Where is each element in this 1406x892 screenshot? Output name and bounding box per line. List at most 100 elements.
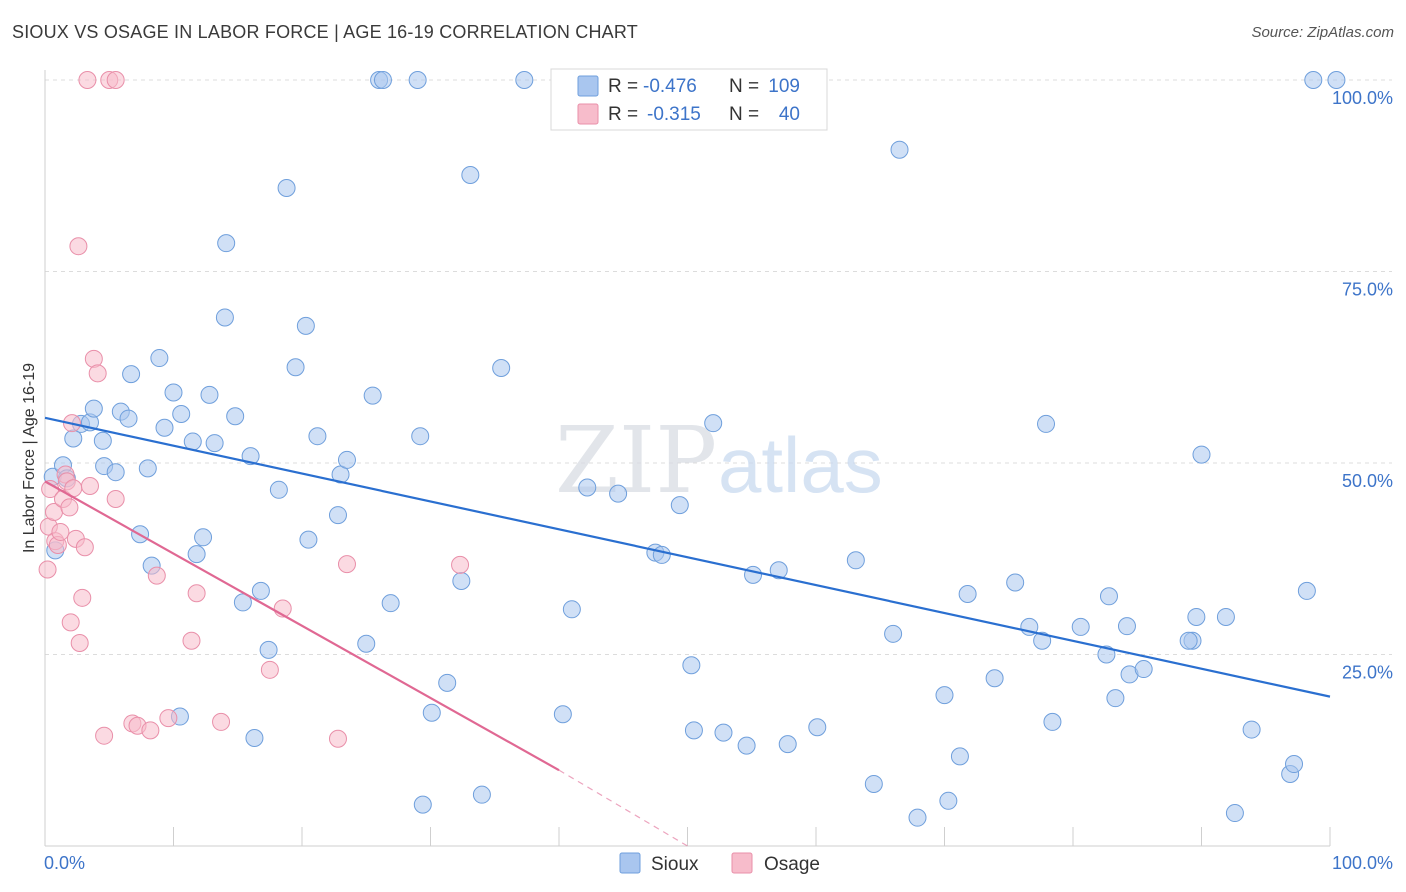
legend-n-value-sioux: 109 bbox=[768, 76, 800, 97]
legend-r-label-osage: R = bbox=[608, 104, 638, 125]
osage-point-38 bbox=[337, 555, 356, 574]
x-tick-label-end: 100.0% bbox=[1332, 853, 1393, 873]
sioux-point-101 bbox=[1216, 607, 1235, 626]
legend-swatch-osage bbox=[577, 103, 599, 125]
sioux-point-29 bbox=[226, 407, 245, 426]
sioux-point-96 bbox=[1134, 660, 1153, 679]
sioux-point-69 bbox=[714, 723, 733, 742]
sioux-point-93 bbox=[1106, 689, 1125, 708]
sioux-point-26 bbox=[205, 434, 224, 453]
sioux-point-64 bbox=[652, 545, 671, 564]
sioux-point-47 bbox=[373, 71, 392, 89]
sioux-point-57 bbox=[492, 359, 511, 378]
sioux-point-65 bbox=[670, 496, 689, 515]
sioux-point-90 bbox=[1071, 617, 1090, 636]
sioux-point-79 bbox=[908, 808, 927, 827]
sioux-point-89 bbox=[1043, 712, 1062, 731]
sioux-points bbox=[43, 71, 1346, 827]
osage-point-6 bbox=[51, 522, 70, 541]
sioux-point-18 bbox=[155, 418, 174, 437]
osage-point-30 bbox=[147, 566, 166, 585]
sioux-point-58 bbox=[515, 71, 534, 89]
sioux-point-34 bbox=[259, 640, 278, 659]
sioux-point-99 bbox=[1187, 607, 1206, 626]
sioux-point-37 bbox=[286, 358, 305, 377]
sioux-point-48 bbox=[381, 594, 400, 613]
sioux-point-38 bbox=[296, 316, 315, 335]
sioux-point-94 bbox=[1117, 617, 1136, 636]
axes bbox=[44, 70, 1331, 847]
sioux-point-36 bbox=[277, 179, 296, 198]
sioux-point-52 bbox=[422, 703, 441, 722]
osage-point-11 bbox=[61, 613, 80, 632]
trend-lines bbox=[44, 416, 1331, 847]
sioux-point-55 bbox=[461, 165, 480, 184]
sioux-point-88 bbox=[1037, 414, 1056, 433]
tick-labels: 0.0% 100.0% 100.0% 75.0% 50.0% 25.0% bbox=[44, 88, 1393, 873]
legend-r-value-sioux: -0.476 bbox=[643, 76, 697, 97]
sioux-trend-line bbox=[44, 416, 1331, 698]
bottom-legend-swatch-sioux bbox=[619, 852, 641, 874]
sioux-point-35 bbox=[269, 480, 288, 499]
sioux-point-83 bbox=[958, 584, 977, 603]
sioux-point-98 bbox=[1179, 631, 1198, 650]
sioux-point-23 bbox=[187, 545, 206, 564]
sioux-point-62 bbox=[609, 484, 628, 503]
sioux-point-91 bbox=[1097, 645, 1116, 664]
sioux-point-105 bbox=[1285, 755, 1304, 774]
sioux-point-44 bbox=[357, 634, 376, 653]
osage-trend-line bbox=[44, 480, 560, 772]
sioux-point-40 bbox=[308, 427, 327, 446]
sioux-point-20 bbox=[172, 404, 191, 423]
sioux-point-108 bbox=[1327, 71, 1346, 89]
sioux-point-61 bbox=[578, 478, 597, 497]
legend-n-label-osage: N = bbox=[729, 104, 759, 125]
sioux-point-41 bbox=[328, 506, 347, 525]
sioux-point-68 bbox=[704, 414, 723, 433]
watermark-atlas: atlas bbox=[718, 421, 883, 509]
sioux-point-51 bbox=[413, 795, 432, 814]
sioux-point-103 bbox=[1242, 720, 1261, 739]
sioux-point-73 bbox=[778, 735, 797, 754]
sioux-point-92 bbox=[1099, 587, 1118, 606]
osage-point-35 bbox=[260, 660, 279, 679]
bottom-legend-label-sioux: Sioux bbox=[651, 854, 699, 875]
sioux-point-76 bbox=[864, 774, 883, 793]
sioux-point-50 bbox=[411, 427, 430, 446]
osage-point-26 bbox=[106, 490, 125, 509]
sioux-point-77 bbox=[890, 140, 909, 159]
sioux-point-78 bbox=[884, 624, 903, 643]
sioux-point-28 bbox=[215, 308, 234, 327]
legend-n-label-sioux: N = bbox=[729, 76, 759, 97]
y-axis-label: In Labor Force | Age 16-19 bbox=[21, 363, 38, 553]
sioux-point-71 bbox=[744, 565, 763, 584]
sioux-point-84 bbox=[985, 669, 1004, 688]
sioux-point-80 bbox=[935, 686, 954, 705]
osage-point-39 bbox=[451, 555, 470, 574]
watermark-zip: ZIP bbox=[555, 407, 717, 514]
sioux-point-30 bbox=[233, 593, 252, 612]
sioux-point-27 bbox=[217, 234, 236, 253]
osage-point-22 bbox=[88, 364, 107, 383]
sioux-point-32 bbox=[245, 728, 264, 747]
osage-point-15 bbox=[69, 237, 88, 256]
y-tick-label-3: 25.0% bbox=[1342, 663, 1393, 683]
sioux-point-17 bbox=[150, 349, 169, 368]
sioux-point-75 bbox=[846, 551, 865, 570]
osage-point-18 bbox=[75, 538, 94, 557]
watermark: ZIP atlas bbox=[555, 407, 883, 514]
osage-point-31 bbox=[159, 709, 178, 728]
y-tick-label-1: 75.0% bbox=[1342, 280, 1393, 300]
sioux-point-53 bbox=[438, 673, 457, 692]
sioux-point-56 bbox=[472, 785, 491, 804]
osage-point-0 bbox=[38, 560, 57, 579]
legend-n-value-osage: 40 bbox=[779, 104, 800, 125]
osage-point-25 bbox=[106, 71, 125, 89]
sioux-point-59 bbox=[553, 705, 572, 724]
sioux-point-100 bbox=[1192, 445, 1211, 464]
sioux-point-85 bbox=[1006, 573, 1025, 592]
sioux-point-67 bbox=[684, 721, 703, 740]
sioux-point-82 bbox=[950, 747, 969, 766]
osage-point-29 bbox=[141, 721, 160, 740]
